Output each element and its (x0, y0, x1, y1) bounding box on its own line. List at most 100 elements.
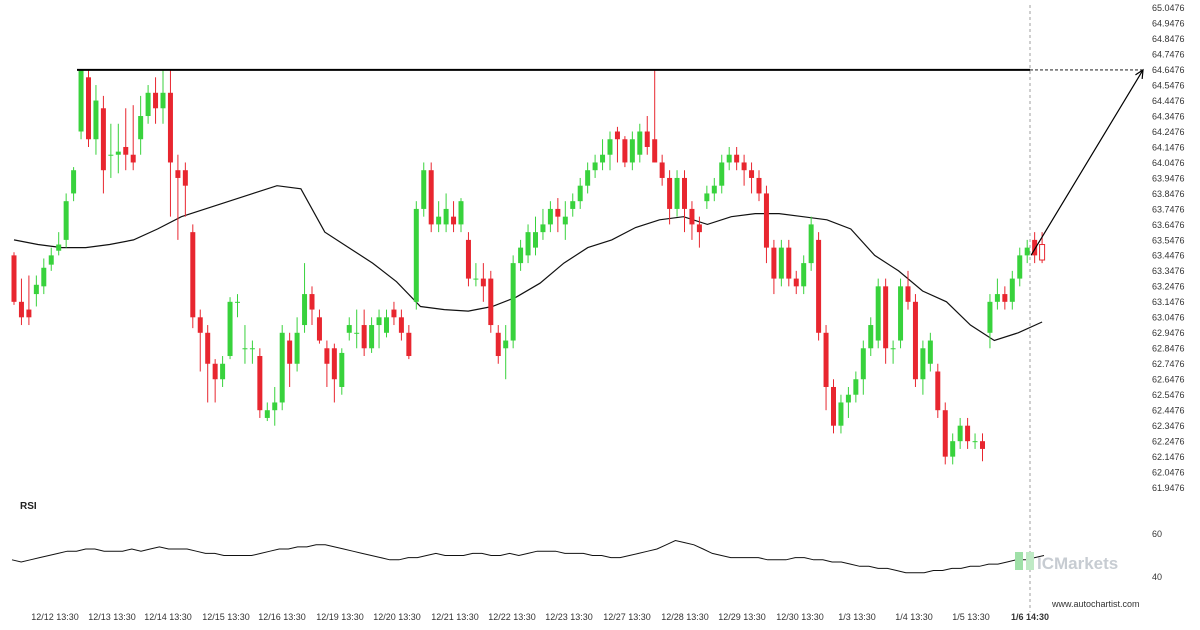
price-tick-label: 63.8476 (1152, 189, 1185, 199)
candle (592, 154, 598, 178)
candle (525, 224, 531, 264)
candle (242, 325, 248, 364)
time-tick-label: 1/5 13:30 (952, 612, 990, 622)
time-axis: 12/12 13:30 12/13 13:30 12/14 13:30 12/15 1… (31, 612, 1049, 622)
rsi-panel: RSI 60 40 (11, 501, 1162, 582)
candle-body (994, 294, 1000, 302)
price-tick-label: 64.4476 (1152, 96, 1185, 106)
candle-body (384, 317, 389, 333)
price-tick-label: 64.8476 (1152, 34, 1185, 44)
candle-body (912, 301, 918, 380)
candle (56, 232, 62, 256)
candle-body (711, 185, 717, 194)
candle-body (577, 185, 583, 202)
watermark-logo-icon (1015, 552, 1023, 570)
time-tick-label: 12/19 13:30 (316, 612, 364, 622)
candle-body (689, 208, 695, 225)
candle-body (33, 284, 39, 295)
candle-body (696, 224, 702, 233)
time-tick-label: 1/6 14:30 (1011, 612, 1049, 622)
candle-body (726, 154, 732, 163)
candle-body (518, 247, 524, 264)
candle (346, 317, 352, 341)
candle (123, 108, 129, 171)
candle (272, 386, 278, 426)
candle-body (503, 340, 509, 349)
candle (644, 116, 650, 155)
candle-body (749, 170, 755, 178)
time-tick-label: 1/3 13:30 (838, 612, 876, 622)
candle (667, 170, 673, 225)
candle-body (108, 154, 114, 156)
candle (369, 317, 375, 353)
candle-body (242, 348, 248, 350)
candle-body (406, 332, 412, 357)
candle-body (398, 317, 404, 333)
time-tick-label: 12/29 13:30 (718, 612, 766, 622)
candle-body (443, 208, 449, 225)
candle (756, 170, 762, 202)
candle-body (369, 325, 375, 349)
candle-body (465, 239, 471, 279)
candle (600, 139, 606, 171)
candle-body (853, 379, 859, 395)
candle (585, 162, 591, 194)
candle-body (264, 410, 270, 418)
candle-body (920, 348, 926, 380)
candle-body (197, 317, 203, 333)
candle-body (18, 301, 24, 318)
candle-body (249, 348, 255, 350)
candle (182, 162, 188, 217)
candle-body (614, 131, 620, 140)
candle-body (585, 170, 591, 186)
candle (443, 193, 449, 233)
price-tick-label: 63.3476 (1152, 266, 1185, 276)
candle-body (100, 108, 106, 171)
candle-body (212, 363, 218, 380)
candle (741, 154, 747, 186)
candle-body (391, 309, 397, 318)
candle (935, 363, 941, 418)
candle-body (205, 332, 211, 364)
candle-body (302, 294, 308, 326)
time-tick-label: 12/20 13:30 (373, 612, 421, 622)
candle-body (1002, 294, 1008, 302)
price-tick-label: 63.5476 (1152, 235, 1185, 245)
candle-body (316, 317, 322, 341)
candle-body (1017, 255, 1023, 279)
candle-body (883, 286, 889, 349)
price-tick-label: 62.4476 (1152, 406, 1185, 416)
candle-body (950, 441, 956, 457)
candle-body (860, 348, 866, 380)
candle (614, 126, 620, 163)
candle (376, 309, 382, 349)
candle-body (831, 386, 836, 426)
candle (734, 146, 740, 171)
candle (302, 263, 308, 333)
candle (480, 263, 486, 302)
candle (607, 131, 613, 171)
candle (48, 247, 54, 271)
candle (436, 201, 442, 233)
candle-body (935, 371, 941, 411)
price-tick-label: 64.3476 (1152, 111, 1185, 121)
candle-body (227, 301, 233, 357)
site-link[interactable]: www.autochartist.com (1051, 599, 1140, 609)
candle-body (838, 402, 844, 426)
candle-body (562, 216, 568, 225)
price-tick-label: 64.7476 (1152, 49, 1185, 59)
candle-body (1024, 247, 1030, 256)
candle (547, 201, 553, 233)
candle-body (890, 348, 896, 350)
candle-body (272, 402, 278, 411)
candle-body (816, 239, 822, 333)
price-tick-label: 62.3476 (1152, 421, 1185, 431)
candle-body (778, 247, 784, 279)
candle-body (63, 201, 69, 240)
price-tick-label: 63.0476 (1152, 313, 1185, 323)
candle (972, 433, 978, 449)
candle (205, 325, 211, 403)
rsi-tick-label: 60 (1152, 529, 1162, 539)
candle-body (980, 441, 985, 449)
